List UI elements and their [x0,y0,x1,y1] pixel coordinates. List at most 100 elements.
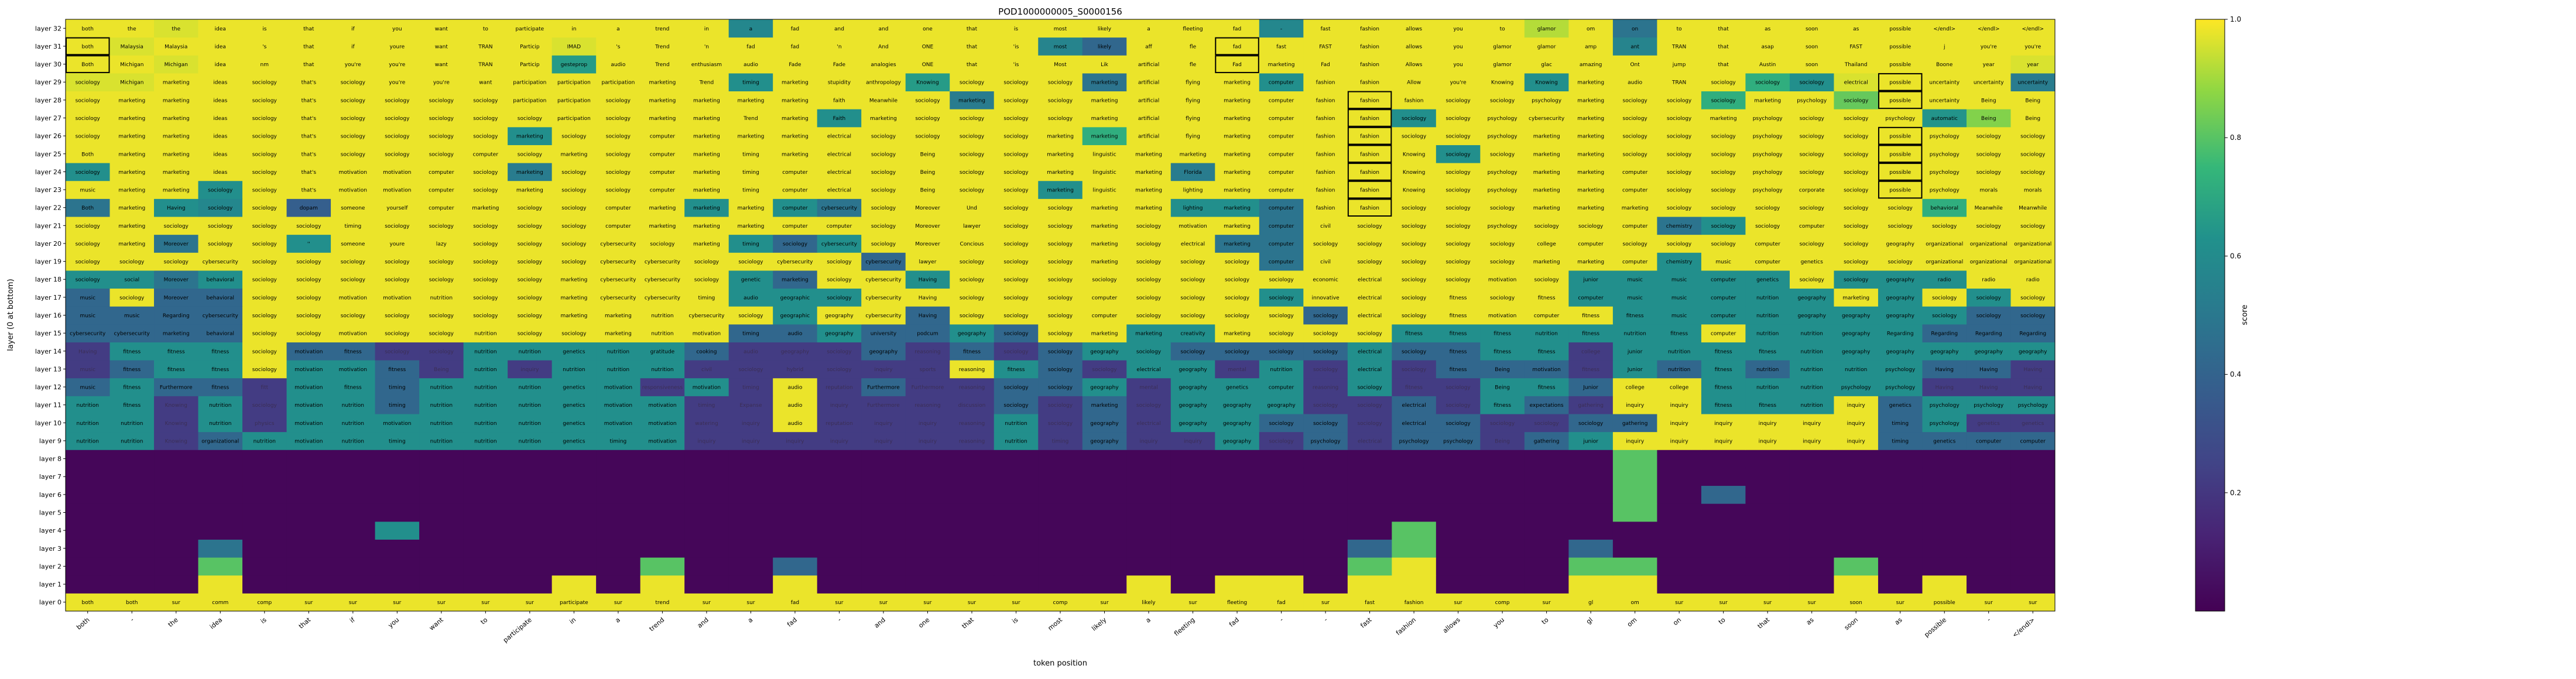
cell-label: sociology [960,80,985,86]
cell-label: Both [81,152,94,157]
heatmap-cell [2010,270,2056,289]
heatmap-cell [109,342,155,361]
cell-label: Fad [1321,62,1330,68]
cell-label: sur [393,600,401,606]
cell-label: electrical [827,134,851,140]
heatmap-cell [1568,360,1614,379]
cell-label: sur [835,600,843,606]
heatmap-cell [950,467,995,486]
heatmap-cell [242,324,287,342]
cell-label: Faith [833,116,846,122]
cell-label: fitness [1715,385,1732,391]
heatmap-cell [66,467,111,486]
cell-label: sociology [1800,205,1825,211]
cell-label: cybersecurity [114,331,150,337]
cell-label: marketing [118,134,145,140]
heatmap-cell [1612,431,1657,450]
cell-label: inquiry [786,438,804,444]
heatmap-cell [2010,396,2056,414]
cell-label: sur [703,600,711,606]
cell-label: marketing [1754,98,1781,104]
heatmap-cell [109,288,155,307]
heatmap-cell [1480,557,1525,576]
cell-label: psychology [1885,116,1916,122]
cell-label: sociology [429,98,454,104]
cell-label: nutrition [474,438,496,444]
heatmap-cell [463,575,508,594]
heatmap-cell [640,378,685,396]
cell-label: marketing [1135,170,1162,176]
cell-label: sur [1454,600,1462,606]
heatmap-cell [773,360,818,379]
cell-label: audio [1628,80,1642,86]
heatmap-cell [905,270,950,289]
cell-label: marketing [163,331,190,337]
cell-label: youre [390,241,405,247]
heatmap-cell [1789,360,1834,379]
heatmap-cell [950,324,995,342]
heatmap-cell [1701,342,1746,361]
cell-label: fad [791,44,799,50]
heatmap-cell [640,557,685,576]
cell-label: Fad [1232,62,1242,68]
cell-label: marketing [782,277,809,283]
heatmap-cell [419,575,464,594]
heatmap-cell [1126,306,1171,325]
cell-label: responsiveness [642,385,683,391]
heatmap-cell [154,557,199,576]
heatmap-cell [1966,324,2011,342]
cell-label: cybersecurity [70,331,106,337]
cell-label: sociology [1445,403,1471,409]
y-tick-label: layer 1 [39,581,61,588]
heatmap-cell [905,593,950,612]
heatmap-cell [242,288,287,307]
heatmap-cell [1922,270,1967,289]
cell-label: 's [262,44,266,50]
cell-label: Having [1979,367,1998,373]
heatmap-cell [773,378,818,396]
cell-label: sur [1985,600,1993,606]
cell-label: geography [1797,313,1826,319]
heatmap-cell [1657,467,1702,486]
cell-label: possible [1889,44,1911,50]
heatmap-cell [1436,342,1481,361]
cell-label: cybersecurity [688,313,725,319]
heatmap-cell [1701,593,1746,612]
heatmap-cell [1568,252,1614,271]
cell-label: sociology [1711,80,1736,86]
heatmap-cell [1657,485,1702,504]
cell-label: sociology [960,116,985,122]
cell-label: stupidity [828,80,851,86]
heatmap-cell [1347,431,1392,450]
heatmap-cell [1259,503,1304,522]
heatmap-cell [109,575,155,594]
heatmap-cell [1038,557,1083,576]
heatmap-cell [728,431,773,450]
heatmap-cell [861,288,906,307]
cell-label: psychology [1753,170,1783,176]
heatmap-cell [1392,306,1437,325]
cell-label: fashion [1360,116,1379,122]
heatmap-cell [242,503,287,522]
cell-label: psychology [1797,98,1827,104]
cell-label: marketing [693,241,720,247]
cell-label: nutrition [519,421,541,427]
heatmap-cell [1612,378,1657,396]
heatmap-cell [154,306,199,325]
y-tick-label: layer 12 [35,383,61,391]
heatmap-cell [154,431,199,450]
cell-label: lawyer [963,224,981,229]
heatmap-cell [817,450,862,468]
heatmap-cell [242,270,287,289]
cell-label: sociology [296,313,321,319]
heatmap-cell [331,396,376,414]
cell-label: sociology [1180,259,1205,265]
cell-label: sociology [1357,259,1382,265]
cell-label: sociology [1048,295,1073,301]
heatmap-cell [1524,288,1569,307]
heatmap-cell [66,593,111,612]
heatmap-cell [1789,539,1834,558]
cell-label: sociology [1003,313,1029,319]
heatmap-cell [684,396,729,414]
cell-label: genetics [563,385,585,391]
